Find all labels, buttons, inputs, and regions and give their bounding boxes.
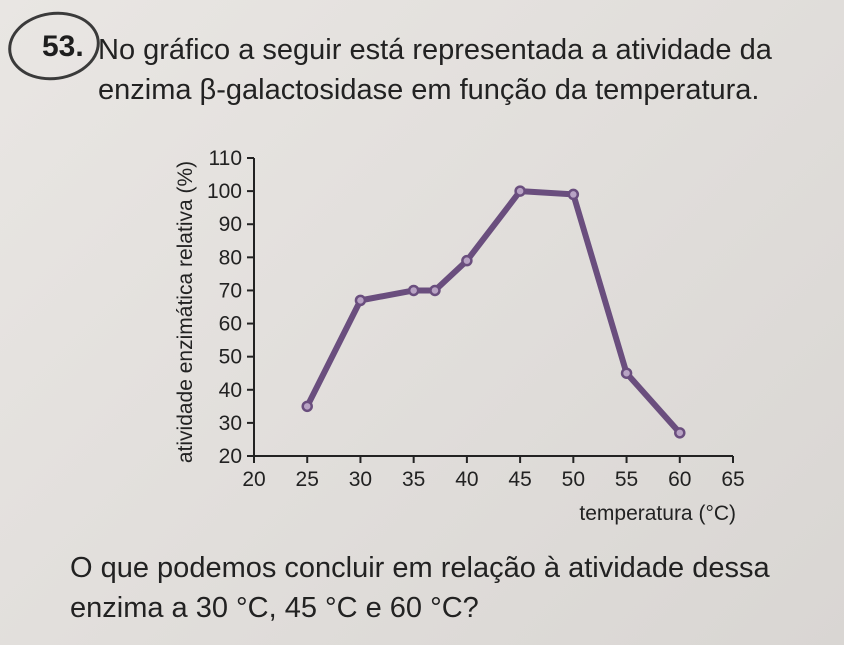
x-tick-label: 35: [402, 468, 425, 491]
y-tick-label: 30: [219, 412, 242, 435]
series-line: [304, 188, 683, 436]
data-point: [429, 284, 441, 297]
x-tick-label: 25: [296, 468, 319, 491]
data-point: [461, 254, 473, 267]
data-point: [674, 427, 686, 439]
y-tick-label: 20: [219, 445, 242, 468]
data-point: [514, 185, 526, 197]
question-line-2: enzima β-galactosidase em função da temp…: [98, 74, 760, 106]
data-point: [354, 294, 367, 307]
y-tick-label: 100: [207, 180, 242, 203]
y-tick-label: 70: [219, 279, 242, 302]
y-axis-label: atividade enzimática relativa (%): [174, 161, 197, 463]
conclusion-question: O que podemos concluir em relação à ativ…: [70, 548, 840, 628]
chart-series: [301, 185, 686, 439]
question-line-1: No gráfico a seguir está representada a …: [98, 34, 772, 66]
data-point: [407, 284, 420, 297]
x-tick-label: 30: [349, 468, 372, 491]
y-tick-label: 110: [209, 147, 242, 170]
question-statement: No gráfico a seguir está representada a …: [98, 30, 838, 110]
x-axis-label: temperatura (°C): [579, 502, 736, 525]
question-number: 53.: [42, 30, 84, 63]
data-point: [620, 367, 633, 379]
x-tick-label: 20: [242, 468, 265, 491]
y-tick-label: 60: [219, 313, 242, 336]
y-tick-label: 80: [219, 246, 242, 269]
x-tick-label: 65: [721, 468, 744, 491]
chart-ticks: 20 30 40 50 60 70 80 90 100 110 20 25 30 35 40 45 50 55 60…: [207, 147, 745, 491]
conclusion-line-2: enzima a 30 °C, 45 °C e 60 °C?: [70, 592, 479, 624]
chart-axes: [253, 158, 733, 457]
x-tick-label: 40: [455, 468, 478, 491]
x-tick-label: 45: [508, 468, 531, 491]
data-point: [567, 188, 580, 201]
x-tick-label: 50: [562, 468, 585, 491]
y-tick-label: 40: [219, 379, 242, 402]
x-tick-label: 60: [668, 468, 691, 491]
y-tick-label: 50: [219, 346, 242, 369]
conclusion-line-1: O que podemos concluir em relação à ativ…: [70, 552, 770, 584]
x-tick-label: 55: [615, 468, 638, 491]
data-point: [301, 400, 313, 413]
y-tick-label: 90: [219, 213, 242, 236]
